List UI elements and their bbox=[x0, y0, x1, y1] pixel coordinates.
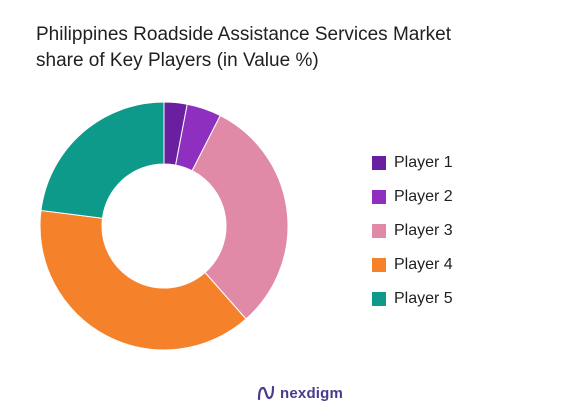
legend-swatch bbox=[372, 224, 386, 238]
legend-item-player-3: Player 3 bbox=[372, 214, 453, 248]
brand-logo: nexdigm bbox=[256, 384, 343, 402]
legend-label: Player 4 bbox=[394, 256, 453, 273]
donut-slice-player-4 bbox=[39, 209, 247, 351]
legend-swatch bbox=[372, 292, 386, 306]
nexdigm-logo-icon bbox=[257, 385, 275, 401]
donut-slice-player-3 bbox=[191, 114, 289, 320]
legend: Player 1 Player 2 Player 3 Player 4 Play… bbox=[372, 146, 453, 316]
legend-item-player-4: Player 4 bbox=[372, 248, 453, 282]
legend-swatch bbox=[372, 258, 386, 272]
legend-item-player-2: Player 2 bbox=[372, 180, 453, 214]
legend-item-player-5: Player 5 bbox=[372, 282, 453, 316]
legend-label: Player 3 bbox=[394, 222, 453, 239]
legend-swatch bbox=[372, 156, 386, 170]
legend-label: Player 5 bbox=[394, 290, 453, 307]
chart-title-line-1: Philippines Roadside Assistance Services… bbox=[36, 24, 452, 45]
donut-slice-player-5 bbox=[40, 101, 165, 219]
chart-title: Philippines Roadside Assistance Services… bbox=[36, 22, 536, 74]
legend-label: Player 2 bbox=[394, 188, 453, 205]
chart-title-line-2: share of Key Players (in Value %) bbox=[36, 50, 319, 71]
brand-name: nexdigm bbox=[280, 384, 344, 402]
legend-item-player-1: Player 1 bbox=[372, 146, 453, 180]
legend-swatch bbox=[372, 190, 386, 204]
legend-label: Player 1 bbox=[394, 154, 453, 171]
